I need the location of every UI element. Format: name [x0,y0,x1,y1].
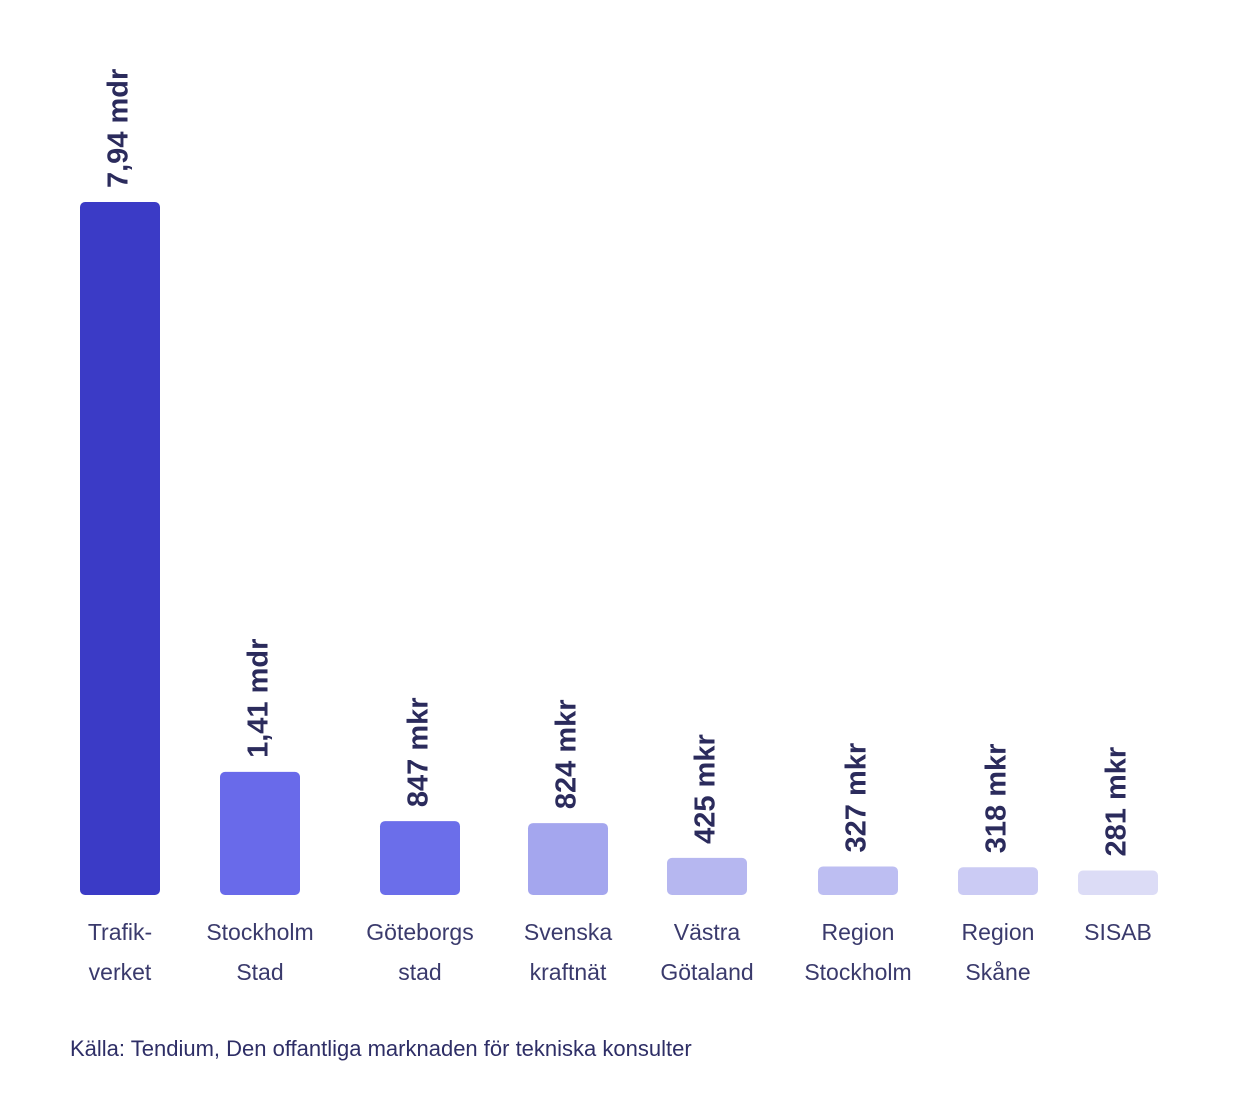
x-tick-label-line: Trafik- [88,919,152,945]
value-label: 318 mkr [981,744,1013,854]
x-tick-label-line: Stad [236,959,283,985]
x-tick-label-line: Region [962,919,1035,945]
x-tick-label-line: Stockholm [206,919,313,945]
value-label: 281 mkr [1101,747,1133,857]
x-tick-label: Region Stockholm [804,919,911,985]
x-tick-label: Stockholm Stad [206,919,313,985]
x-tick-label-line: Göteborgs [366,919,473,945]
x-tick-label-line: Stockholm [804,959,911,985]
x-tick-label: SISAB [1084,919,1152,945]
x-tick-label-line: Västra [674,919,741,945]
bar [667,857,747,895]
value-label: 327 mkr [841,743,873,853]
x-tick-label-line: kraftnät [530,959,607,985]
x-tick-label-line: Götaland [660,959,753,985]
x-tick-label: Trafik-verket [88,919,152,985]
x-tick-label: Västra Götaland [660,919,753,985]
x-tick-label: Svenska kraftnät [524,919,612,985]
bar [220,771,300,895]
x-tick-label: Göteborgs stad [366,919,473,985]
value-label: 7,94 mdr [103,69,135,188]
x-tick-label-line: SISAB [1084,919,1152,945]
bar [80,202,160,895]
value-label: 425 mkr [690,734,722,844]
bar [958,867,1038,895]
x-tick-label-line: Region [822,919,895,945]
x-tick-label-line: Svenska [524,919,612,945]
bar [818,866,898,895]
value-label: 847 mkr [403,697,435,807]
value-label: 824 mkr [551,699,583,809]
x-tick-label-line: stad [398,959,441,985]
value-label: 1,41 mdr [243,639,275,758]
x-tick-label-line: Skåne [965,959,1030,985]
bar [528,823,608,895]
source-note: Källa: Tendium, Den offantliga marknaden… [70,1036,692,1061]
x-tick-label-line: verket [89,959,152,985]
bar [1078,870,1158,895]
bar [380,821,460,895]
x-tick-label: Region Skåne [962,919,1035,985]
